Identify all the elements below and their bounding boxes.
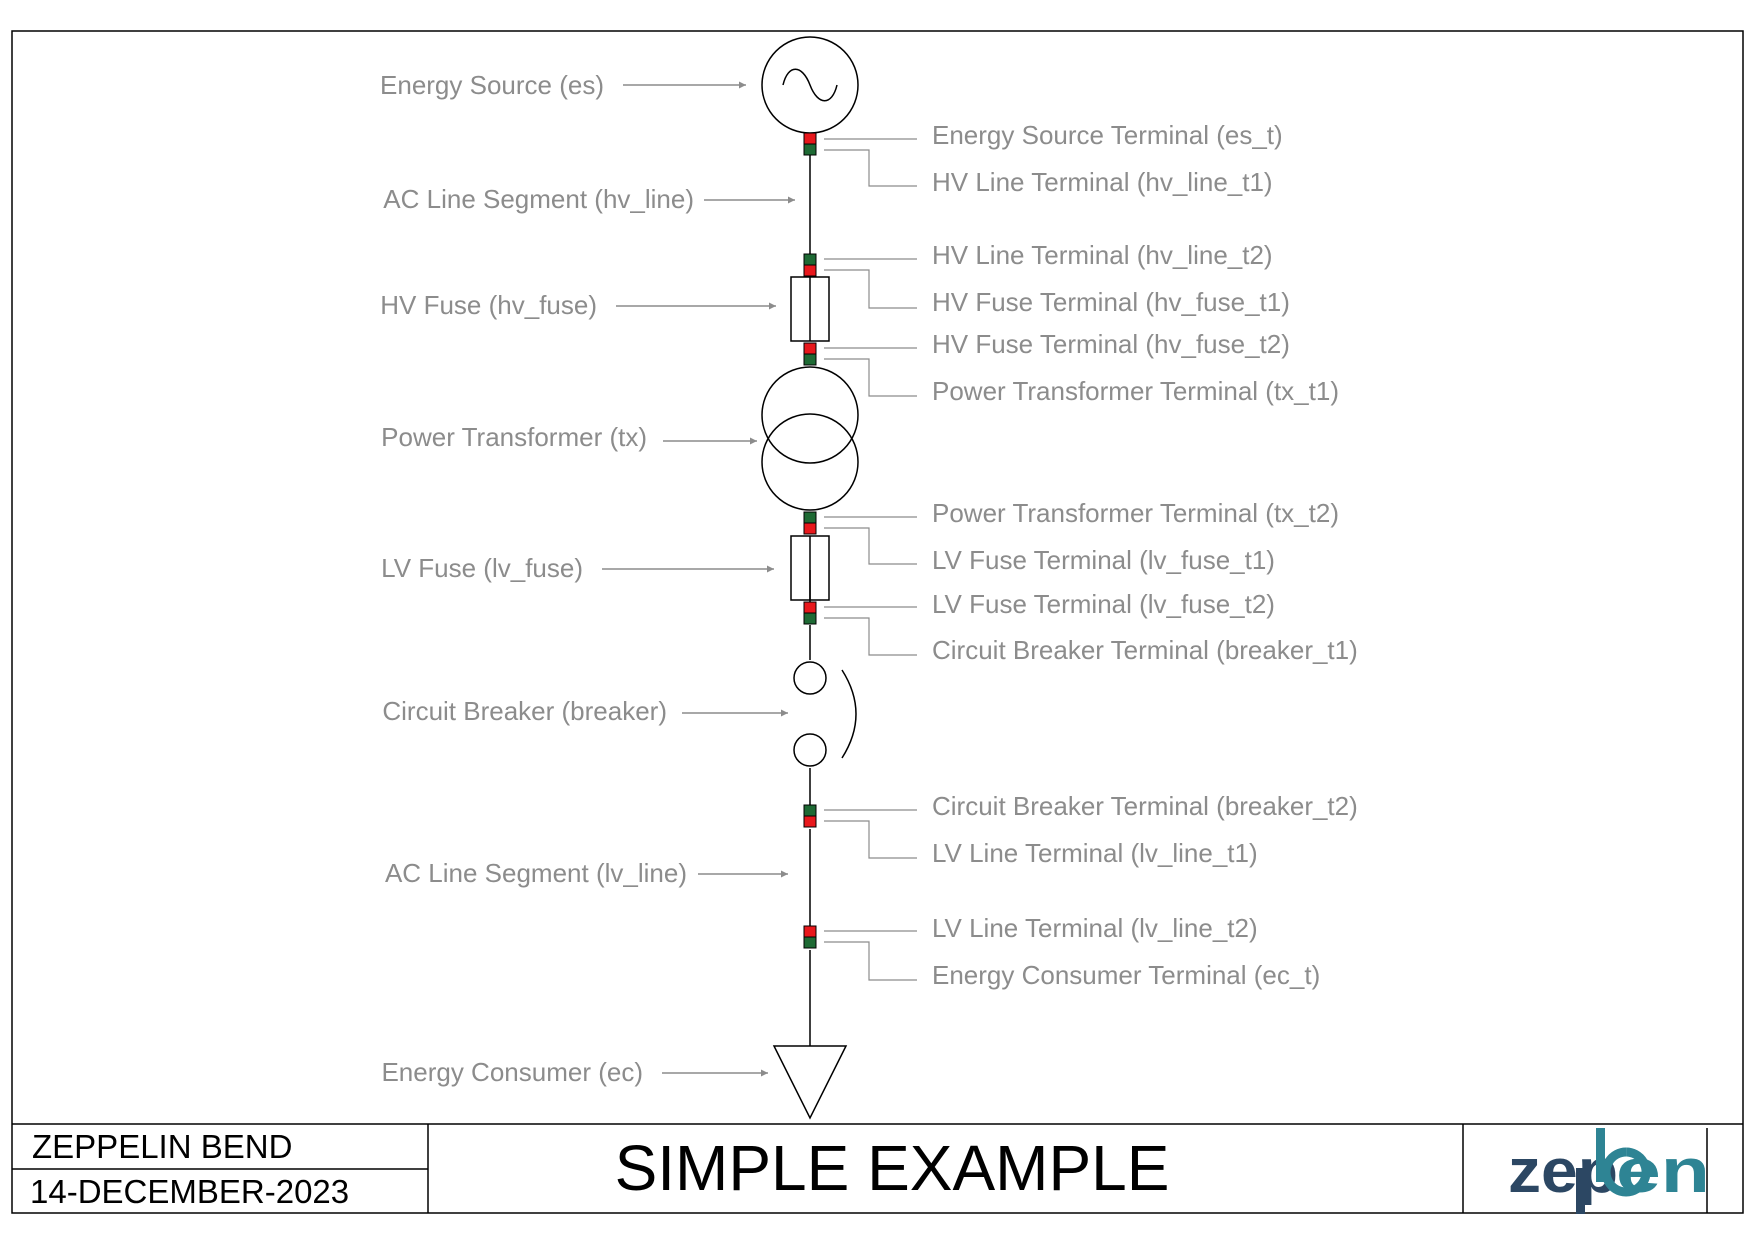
lv-fuse-symbol xyxy=(790,535,830,601)
terminal-lv-fuse-t2 xyxy=(803,601,817,614)
label-hv-line: AC Line Segment (hv_line) xyxy=(383,184,694,214)
terminal-hv-line-t2 xyxy=(803,253,817,266)
terminal-lv-fuse-t1 xyxy=(803,522,817,535)
terminal-breaker-t1 xyxy=(803,612,817,625)
label-circuit-breaker: Circuit Breaker (breaker) xyxy=(382,696,667,726)
label-energy-consumer: Energy Consumer (ec) xyxy=(381,1057,643,1087)
label-es-t: Energy Source Terminal (es_t) xyxy=(932,120,1283,150)
label-ec-t: Energy Consumer Terminal (ec_t) xyxy=(932,960,1320,990)
project-name: ZEPPELIN BEND xyxy=(32,1128,292,1165)
drawing-date: 14-DECEMBER-2023 xyxy=(30,1173,349,1210)
component-arrows xyxy=(602,81,795,1077)
terminal-leaders xyxy=(824,138,917,981)
label-lv-fuse-t2: LV Fuse Terminal (lv_fuse_t2) xyxy=(932,589,1275,619)
label-lv-fuse: LV Fuse (lv_fuse) xyxy=(381,553,583,583)
terminal-tx-t2 xyxy=(803,511,817,524)
terminal-markers xyxy=(803,132,817,949)
label-breaker-t1: Circuit Breaker Terminal (breaker_t1) xyxy=(932,635,1358,665)
terminal-lv-line-t1 xyxy=(803,815,817,828)
drawing-frame xyxy=(11,30,1744,1214)
drawing-title: SIMPLE EXAMPLE xyxy=(615,1132,1170,1204)
label-power-transformer: Power Transformer (tx) xyxy=(381,422,647,452)
terminal-hv-fuse-t1 xyxy=(803,264,817,277)
energy-source-symbol xyxy=(761,36,859,134)
terminal-hv-line-t1 xyxy=(803,143,817,156)
label-hv-fuse: HV Fuse (hv_fuse) xyxy=(380,290,597,320)
component-labels: Energy Source (es) AC Line Segment (hv_l… xyxy=(380,70,694,1087)
terminal-hv-fuse-t2 xyxy=(803,342,817,355)
label-energy-source: Energy Source (es) xyxy=(380,70,604,100)
terminal-breaker-t2 xyxy=(803,804,817,817)
title-block: ZEPPELIN BEND 14-DECEMBER-2023 SIMPLE EX… xyxy=(30,1128,1169,1210)
label-lv-fuse-t1: LV Fuse Terminal (lv_fuse_t1) xyxy=(932,545,1275,575)
label-hv-fuse-t1: HV Fuse Terminal (hv_fuse_t1) xyxy=(932,287,1290,317)
terminal-labels: Energy Source Terminal (es_t) HV Line Te… xyxy=(932,120,1358,990)
label-tx-t2: Power Transformer Terminal (tx_t2) xyxy=(932,498,1339,528)
terminal-tx-t1 xyxy=(803,353,817,366)
label-hv-line-t2: HV Line Terminal (hv_line_t2) xyxy=(932,240,1273,270)
label-tx-t1: Power Transformer Terminal (tx_t1) xyxy=(932,376,1339,406)
hv-fuse-symbol xyxy=(790,276,830,342)
label-lv-line: AC Line Segment (lv_line) xyxy=(385,858,687,888)
energy-consumer-symbol xyxy=(772,1045,848,1120)
label-hv-fuse-t2: HV Fuse Terminal (hv_fuse_t2) xyxy=(932,329,1290,359)
label-lv-line-t2: LV Line Terminal (lv_line_t2) xyxy=(932,913,1258,943)
terminal-lv-line-t2 xyxy=(803,925,817,938)
terminal-es-t xyxy=(803,132,817,145)
label-breaker-t2: Circuit Breaker Terminal (breaker_t2) xyxy=(932,791,1358,821)
terminal-ec-t xyxy=(803,936,817,949)
circuit-breaker-symbol xyxy=(793,661,857,767)
label-hv-line-t1: HV Line Terminal (hv_line_t1) xyxy=(932,167,1273,197)
power-transformer-symbol xyxy=(761,366,859,511)
label-lv-line-t1: LV Line Terminal (lv_line_t1) xyxy=(932,838,1258,868)
zepben-logo: zep en xyxy=(1508,1128,1710,1214)
